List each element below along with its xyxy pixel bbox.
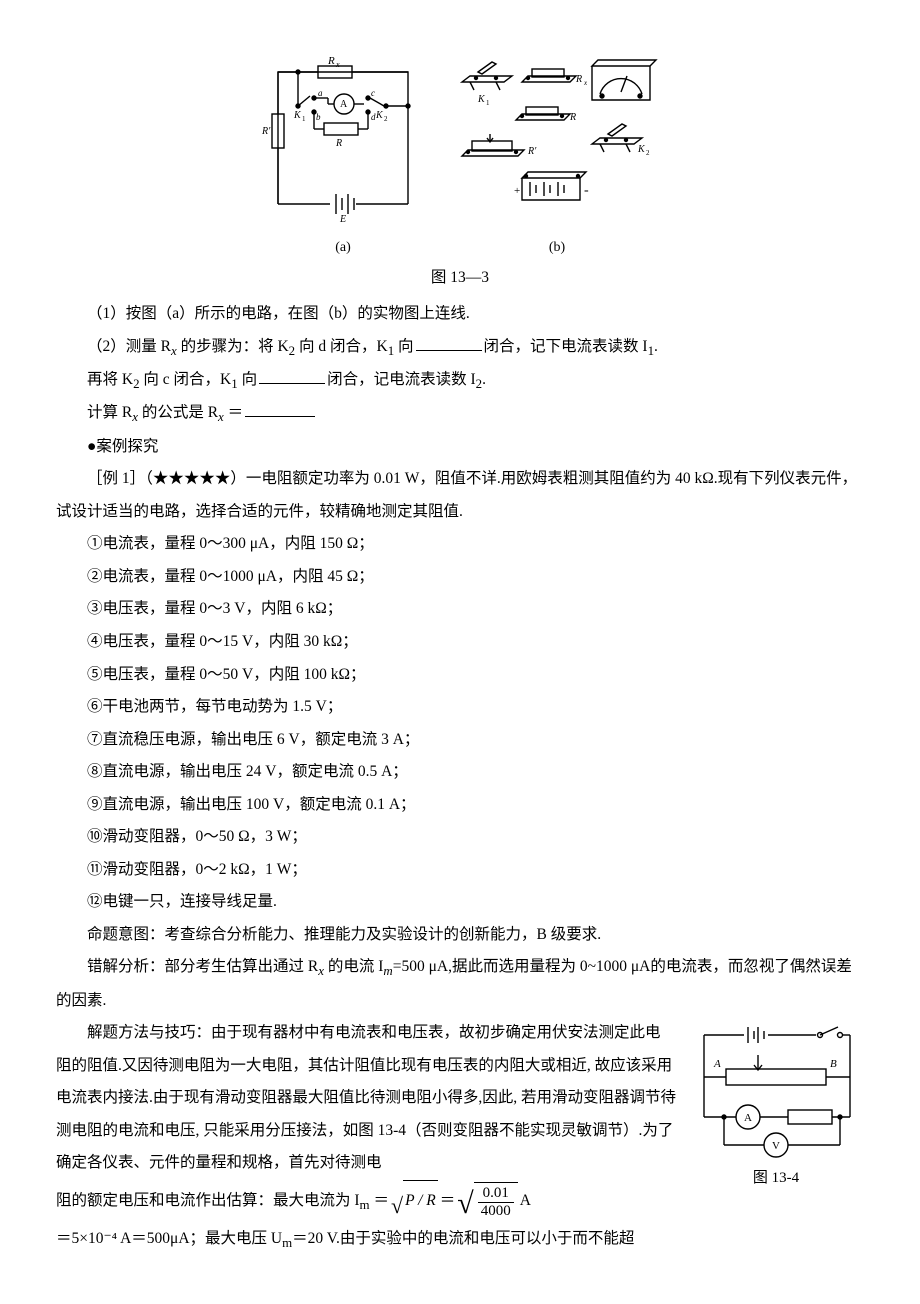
svg-text:K: K (637, 144, 646, 155)
fraction: 0.01 4000 (478, 1185, 514, 1219)
step-1-label: （1） (87, 305, 126, 322)
svg-text:2: 2 (646, 149, 650, 157)
heading-case-study: ●案例探究 (56, 431, 864, 464)
svg-text:V: V (772, 1140, 780, 1152)
svg-text:R: R (327, 55, 335, 67)
figure-13-3a: R x A K 1 K 2 a c b d R R′ E (a) (258, 54, 428, 262)
figure-13-3b-caption: (b) (452, 233, 662, 262)
item-7: ⑦直流稳压电源，输出电压 6 V，额定电流 3 A； (56, 724, 864, 757)
item-6: ⑥干电池两节，每节电动势为 1.5 V； (56, 691, 864, 724)
svg-text:1: 1 (486, 99, 490, 107)
step-2-label: （2） (87, 338, 126, 355)
figure-13-3a-caption: (a) (258, 233, 428, 262)
item-4: ④电压表，量程 0～15 V，内阻 30 kΩ； (56, 626, 864, 659)
svg-text:R: R (569, 112, 576, 123)
svg-text:x: x (335, 60, 340, 69)
sqrt-frac: √ 0.01 4000 (457, 1182, 517, 1221)
svg-text:2: 2 (384, 115, 388, 123)
svg-text:A: A (340, 99, 348, 110)
svg-text:c: c (371, 88, 375, 98)
svg-text:+: + (514, 185, 520, 197)
circuit-diagram-a: R x A K 1 K 2 a c b d R R′ E (258, 54, 428, 224)
components-diagram-b: K 1 R x R R′ K 2 + - (452, 54, 662, 224)
step-1-text: 按图（a）所示的电路，在图（b）的实物图上连线. (126, 305, 470, 322)
item-11: ⑪滑动变阻器，0～2 kΩ，1 W； (56, 854, 864, 887)
item-5: ⑤电压表，量程 0～50 V，内阻 100 kΩ； (56, 659, 864, 692)
method-label: 解题方法与技巧： (87, 1024, 211, 1041)
circuit-diagram-13-4: A B A V (688, 1021, 864, 1161)
example-label: ［例 1］（★★★★★） (87, 470, 246, 487)
svg-text:R: R (575, 74, 582, 85)
svg-text:A: A (713, 1058, 721, 1070)
svg-text:d: d (371, 112, 376, 122)
svg-text:R′: R′ (261, 126, 271, 137)
figure-13-3-row: R x A K 1 K 2 a c b d R R′ E (a) (56, 54, 864, 262)
formula-line: 阻的额定电压和电流作出估算：最大电流为 Im ＝ √ P / R ＝ √ 0.0… (56, 1180, 676, 1223)
svg-text:1: 1 (302, 115, 306, 123)
item-3: ③电压表，量程 0～3 V，内阻 6 kΩ； (56, 593, 864, 626)
svg-text:R: R (335, 138, 342, 149)
svg-text:B: B (830, 1058, 837, 1070)
item-2: ②电流表，量程 0～1000 μA，内阻 45 Ω； (56, 561, 864, 594)
figure-13-3b: K 1 R x R R′ K 2 + - (b) (452, 54, 662, 262)
svg-text:A: A (744, 1112, 752, 1124)
method-body: 由于现有器材中有电流表和电压表，故初步确定用伏安法测定此电阻的阻值.又因待测电阻… (56, 1024, 676, 1171)
svg-text:b: b (316, 112, 321, 122)
intent: 命题意图：考查综合分析能力、推理能力及实验设计的创新能力，B 级要求. (56, 919, 864, 952)
step-1: （1）按图（a）所示的电路，在图（b）的实物图上连线. (56, 298, 864, 331)
figure-13-3-caption: 图 13—3 (56, 262, 864, 295)
sqrt-pr: √ P / R (391, 1180, 438, 1223)
svg-text:x: x (583, 79, 588, 87)
item-12: ⑫电键一只，连接导线足量. (56, 886, 864, 919)
step-4: 计算 Rx 的公式是 Rx ＝ (56, 397, 864, 430)
svg-text:R′: R′ (527, 146, 537, 157)
step-2: （2）测量 Rx 的步骤为：将 K2 向 d 闭合，K1 向闭合，记下电流表读数… (56, 331, 864, 364)
figure-13-3-block: R x A K 1 K 2 a c b d R R′ E (a) (56, 54, 864, 294)
error-analysis: 错解分析：部分考生估算出通过 Rx 的电流 Im=500 μA,据此而选用量程为… (56, 951, 864, 1017)
error-label: 错解分析： (87, 958, 165, 975)
svg-text:K: K (375, 110, 384, 121)
svg-text:E: E (339, 214, 346, 224)
item-9: ⑨直流电源，输出电压 100 V，额定电流 0.1 A； (56, 789, 864, 822)
item-1: ①电流表，量程 0～300 μA，内阻 150 Ω； (56, 528, 864, 561)
svg-text:K: K (477, 94, 486, 105)
blank-1 (416, 336, 482, 351)
example-1: ［例 1］（★★★★★）一电阻额定功率为 0.01 W，阻值不详.用欧姆表粗测其… (56, 463, 864, 528)
svg-text:-: - (584, 183, 589, 198)
svg-text:a: a (318, 88, 323, 98)
figure-13-4-block: A B A V 图 13-4 (688, 1021, 864, 1195)
item-8: ⑧直流电源，输出电压 24 V，额定电流 0.5 A； (56, 756, 864, 789)
last-line: ＝5×10⁻⁴ A＝500μA；最大电压 Um＝20 V.由于实验中的电流和电压… (56, 1223, 864, 1256)
item-10: ⑩滑动变阻器，0～50 Ω，3 W； (56, 821, 864, 854)
figure-13-4-caption: 图 13-4 (688, 1163, 864, 1195)
svg-text:K: K (293, 110, 302, 121)
step-3: 再将 K2 向 c 闭合，K1 向闭合，记电流表读数 I2. (56, 364, 864, 397)
blank-3 (245, 403, 315, 418)
blank-2 (259, 369, 325, 384)
